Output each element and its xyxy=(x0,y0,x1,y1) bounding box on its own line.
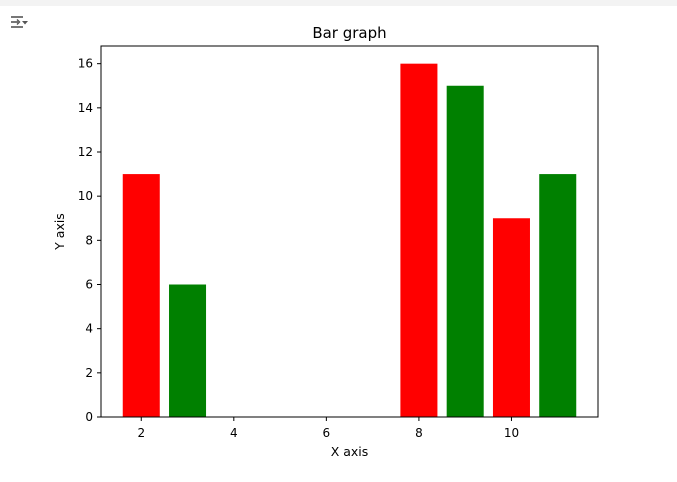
y-tick-label: 2 xyxy=(85,366,93,380)
axes-frame xyxy=(100,45,599,418)
chart-title: Bar graph xyxy=(312,24,386,42)
y-tick-label: 6 xyxy=(85,278,93,292)
bar-x11 xyxy=(539,174,577,417)
y-tick-label: 8 xyxy=(85,233,93,247)
bar-x3 xyxy=(169,284,207,417)
x-tick-label: 2 xyxy=(137,426,145,440)
y-tick-label: 10 xyxy=(78,189,93,203)
y-tick-label: 4 xyxy=(85,322,93,336)
y-axis-label: Y axis xyxy=(52,213,67,251)
bar-x2 xyxy=(122,174,160,417)
x-axis-label: X axis xyxy=(331,444,369,459)
y-tick-label: 12 xyxy=(78,145,93,159)
bar-x9 xyxy=(446,85,484,417)
cell-output-top-strip xyxy=(0,0,677,6)
y-tick-label: 14 xyxy=(78,101,93,115)
x-tick-label: 8 xyxy=(415,426,423,440)
x-tick-label: 4 xyxy=(230,426,238,440)
output-settings-icon[interactable] xyxy=(8,12,30,34)
y-ticks: 0 2 4 6 8 10 12 14 16 xyxy=(78,57,101,424)
x-tick-label: 10 xyxy=(504,426,519,440)
y-tick-label: 16 xyxy=(78,57,93,71)
bar-x10 xyxy=(492,218,530,417)
bars-group xyxy=(122,63,577,418)
x-ticks: 2 4 6 8 10 xyxy=(137,417,519,440)
y-tick-label: 0 xyxy=(85,410,93,424)
x-tick-label: 6 xyxy=(323,426,331,440)
bar-x8 xyxy=(400,63,438,418)
